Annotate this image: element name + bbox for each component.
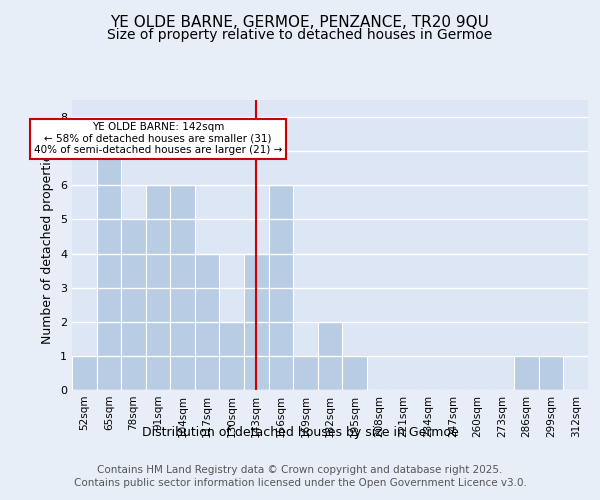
Bar: [244, 254, 269, 390]
Bar: [514, 356, 539, 390]
Text: YE OLDE BARNE, GERMOE, PENZANCE, TR20 9QU: YE OLDE BARNE, GERMOE, PENZANCE, TR20 9Q…: [110, 15, 490, 30]
Bar: [170, 186, 195, 390]
Text: Size of property relative to detached houses in Germoe: Size of property relative to detached ho…: [107, 28, 493, 42]
Bar: [72, 356, 97, 390]
Bar: [269, 186, 293, 390]
Text: YE OLDE BARNE: 142sqm
← 58% of detached houses are smaller (31)
40% of semi-deta: YE OLDE BARNE: 142sqm ← 58% of detached …: [34, 122, 282, 156]
Text: Contains HM Land Registry data © Crown copyright and database right 2025.: Contains HM Land Registry data © Crown c…: [97, 465, 503, 475]
Y-axis label: Number of detached properties: Number of detached properties: [41, 146, 55, 344]
Bar: [121, 220, 146, 390]
Text: Distribution of detached houses by size in Germoe: Distribution of detached houses by size …: [142, 426, 458, 439]
Bar: [318, 322, 342, 390]
Bar: [97, 151, 121, 390]
Text: Contains public sector information licensed under the Open Government Licence v3: Contains public sector information licen…: [74, 478, 526, 488]
Bar: [539, 356, 563, 390]
Bar: [342, 356, 367, 390]
Bar: [195, 254, 220, 390]
Bar: [146, 186, 170, 390]
Bar: [293, 356, 318, 390]
Bar: [220, 322, 244, 390]
